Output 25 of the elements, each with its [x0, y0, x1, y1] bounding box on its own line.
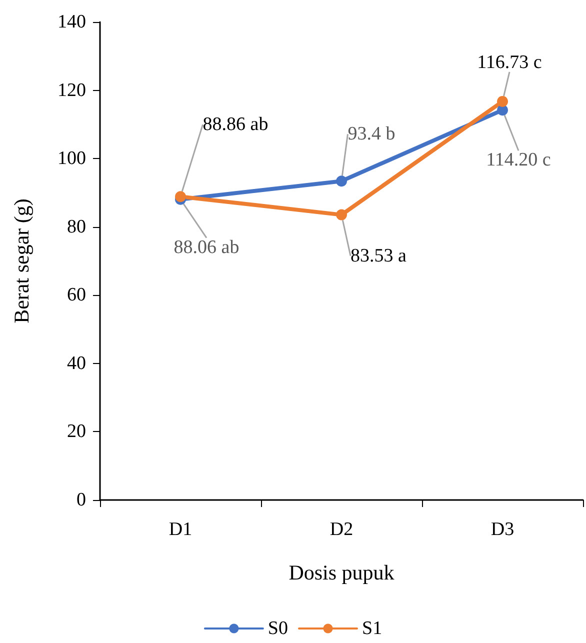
data-label: 116.73 c	[477, 52, 542, 73]
y-tick-label: 140	[58, 12, 86, 32]
data-label: 88.86 ab	[202, 114, 268, 136]
y-tick-label: 60	[67, 284, 86, 306]
x-tick-label: D2	[330, 519, 354, 540]
y-tick-label: 40	[67, 352, 86, 374]
data-label: 83.53 a	[350, 245, 408, 266]
legend-label: S1	[362, 618, 382, 639]
x-axis-title: Dosis pupuk	[288, 560, 395, 584]
point	[336, 176, 347, 187]
y-tick-label: 0	[76, 490, 86, 510]
data-label: 114.20 c	[486, 150, 551, 171]
point	[175, 191, 186, 202]
y-axis-title: Berat segar (g)	[10, 198, 34, 324]
y-tick-label: 20	[67, 421, 86, 442]
y-tick-label: 100	[58, 148, 86, 170]
data-label: 88.06 ab	[174, 236, 240, 258]
legend-label: S0	[268, 618, 288, 639]
x-tick-label: D1	[168, 519, 192, 540]
y-tick-label: 80	[67, 216, 86, 238]
y-tick-label: 120	[58, 80, 86, 101]
point	[497, 96, 508, 107]
point	[336, 209, 347, 220]
x-tick-label: D3	[490, 519, 514, 540]
data-label: 93.4 b	[348, 124, 396, 145]
